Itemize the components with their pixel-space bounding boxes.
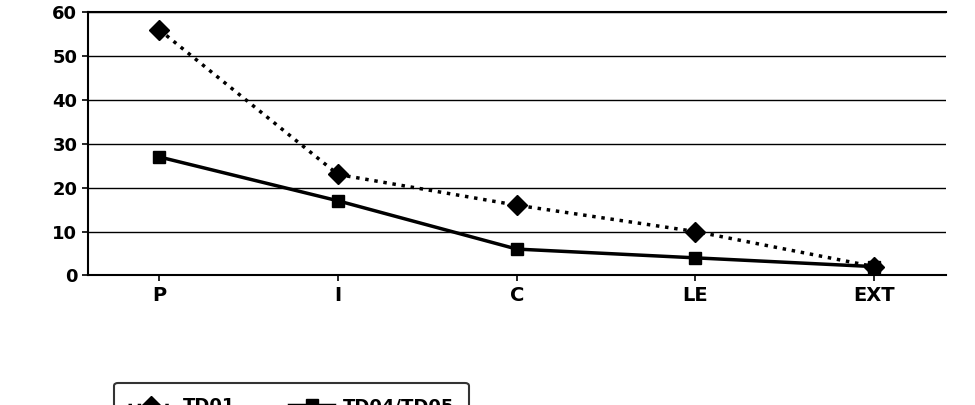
Legend: TD01, TD04/TD05: TD01, TD04/TD05 <box>114 383 469 405</box>
